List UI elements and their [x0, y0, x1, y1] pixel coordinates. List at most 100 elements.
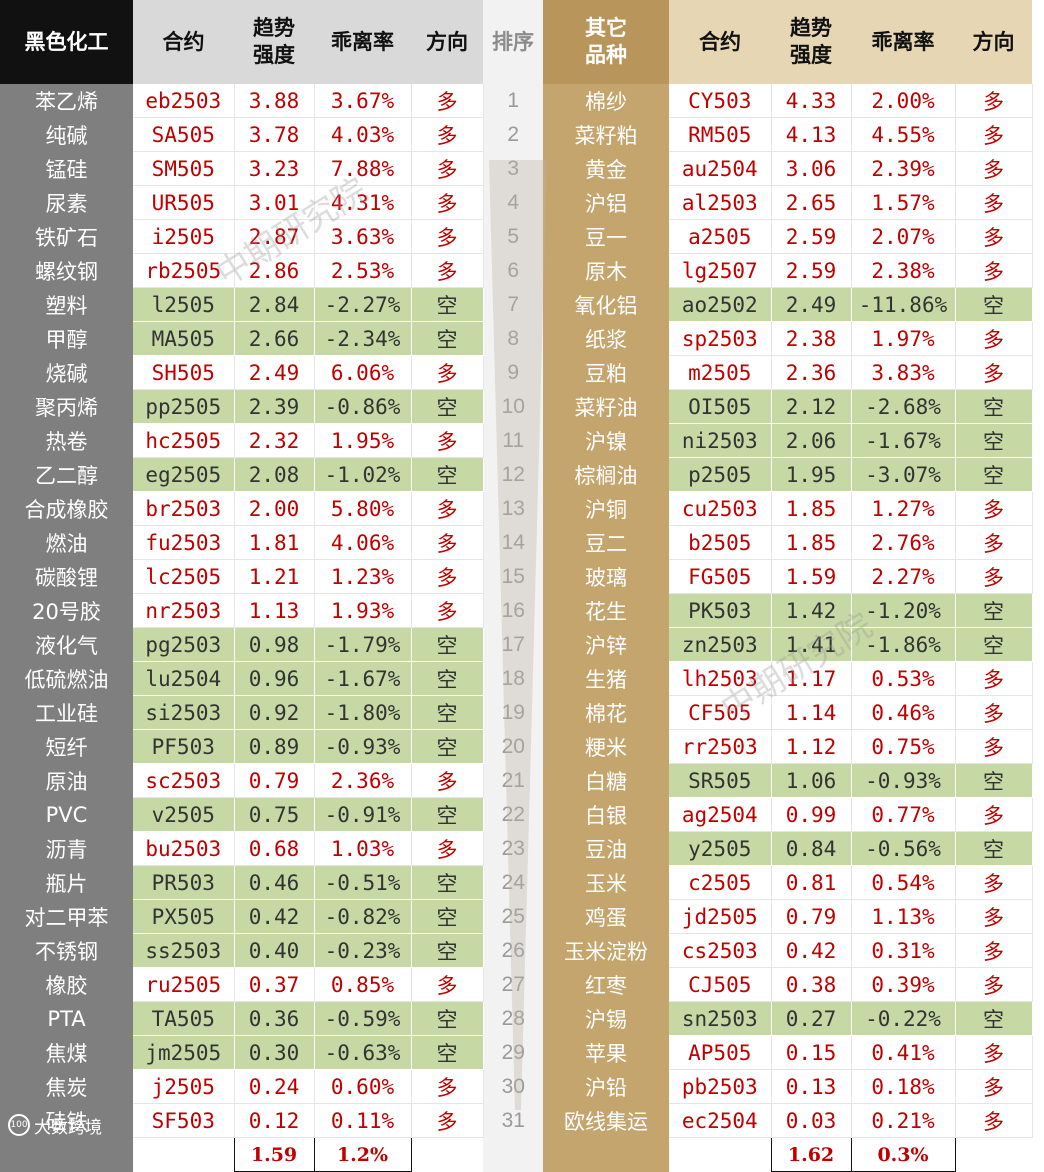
right-trend-strength: 0.03	[771, 1103, 852, 1138]
left-product-name: 沥青	[0, 831, 133, 866]
left-contract-code: nr2503	[133, 593, 235, 628]
right-direction: 多	[955, 151, 1033, 186]
left-direction: 多	[411, 219, 484, 254]
right-trend-strength: 4.33	[771, 84, 852, 118]
right-product-name: 红枣	[543, 967, 669, 1002]
right-trend-strength: 2.12	[771, 389, 852, 424]
left-direction: 多	[411, 763, 484, 798]
rank-number: 21	[483, 763, 543, 798]
left-trend-strength: 0.24	[234, 1069, 315, 1104]
left-deviation-rate: -0.59%	[314, 1001, 412, 1036]
table-row: 短纤 PF503 0.89 -0.93% 空 20 粳米 rr2503 1.12 0.75% 多	[0, 729, 1033, 764]
rank-number: 14	[483, 525, 543, 560]
rank-number: 7	[483, 287, 543, 322]
rank-number: 18	[483, 661, 543, 696]
left-contract-code: j2505	[133, 1069, 235, 1104]
left-direction: 空	[411, 389, 484, 424]
right-product-name: 豆一	[543, 219, 669, 254]
right-direction: 空	[955, 423, 1033, 458]
left-trend-strength: 0.79	[234, 763, 315, 798]
left-contract-code: sc2503	[133, 763, 235, 798]
right-direction: 多	[955, 321, 1033, 356]
right-direction: 多	[955, 355, 1033, 390]
right-product-name: 白糖	[543, 763, 669, 798]
left-deviation-rate: -0.86%	[314, 389, 412, 424]
right-contract-header: 合约	[669, 0, 771, 84]
right-deviation-rate: 0.18%	[851, 1069, 956, 1104]
right-direction: 空	[955, 389, 1033, 424]
left-contract-code: si2503	[133, 695, 235, 730]
right-trend-strength: 0.84	[771, 831, 852, 866]
right-contract-code: p2505	[669, 457, 772, 492]
right-deviation-rate: 1.27%	[851, 491, 956, 526]
right-direction: 多	[955, 117, 1033, 152]
left-deviation-rate: -1.79%	[314, 627, 412, 662]
right-trend-strength: 0.99	[771, 797, 852, 832]
rank-number: 24	[483, 865, 543, 900]
rank-number: 3	[483, 151, 543, 186]
left-trend-strength: 2.87	[234, 219, 315, 254]
right-product-name: 玉米淀粉	[543, 933, 669, 968]
left-product-name: 橡胶	[0, 967, 133, 1002]
left-deviation-rate: 0.85%	[314, 967, 412, 1002]
left-contract-code: lu2504	[133, 661, 235, 696]
right-deviation-rate: 2.00%	[851, 84, 956, 118]
right-contract-code: lg2507	[669, 253, 772, 288]
right-direction: 多	[955, 797, 1033, 832]
left-direction: 多	[411, 117, 484, 152]
left-contract-code: ss2503	[133, 933, 235, 968]
right-deviation-rate: 1.97%	[851, 321, 956, 356]
table-row: 20号胶 nr2503 1.13 1.93% 多 16 花生 PK503 1.42 -1.20% 空	[0, 593, 1033, 628]
left-deviation-rate: 2.53%	[314, 253, 412, 288]
right-product-name: 沪锌	[543, 627, 669, 662]
rank-number: 28	[483, 1001, 543, 1036]
left-product-name: 塑料	[0, 287, 133, 322]
footer-right-blank	[669, 1138, 771, 1172]
left-direction: 空	[411, 933, 484, 968]
right-strength-header: 趋势强度	[771, 0, 851, 84]
rank-number: 5	[483, 219, 543, 254]
right-direction: 多	[955, 695, 1033, 730]
left-product-name: PVC	[0, 797, 133, 832]
table-row: 硅铁 SF503 0.12 0.11% 多 31 欧线集运 ec2504 0.03 0.21% 多	[0, 1103, 1033, 1138]
left-deviation-rate: 4.31%	[314, 185, 412, 220]
table-row: 甲醇 MA505 2.66 -2.34% 空 8 纸浆 sp2503 2.38 1.97% 多	[0, 321, 1033, 356]
right-direction: 多	[955, 1103, 1033, 1138]
left-contract-code: rb2505	[133, 253, 235, 288]
table-row: 锰硅 SM505 3.23 7.88% 多 3 黄金 au2504 3.06 2.39% 多	[0, 151, 1033, 186]
left-direction: 空	[411, 287, 484, 322]
right-contract-code: zn2503	[669, 627, 772, 662]
right-deviation-rate: -2.68%	[851, 389, 956, 424]
right-trend-strength: 1.12	[771, 729, 852, 764]
table-row: 燃油 fu2503 1.81 4.06% 多 14 豆二 b2505 1.85 2.76% 多	[0, 525, 1033, 560]
footer-left-blank	[133, 1138, 234, 1172]
left-trend-strength: 0.36	[234, 1001, 315, 1036]
right-direction: 多	[955, 967, 1033, 1002]
right-contract-code: au2504	[669, 151, 772, 186]
left-contract-code: eb2503	[133, 84, 235, 118]
right-deviation-rate: 0.53%	[851, 661, 956, 696]
right-direction: 多	[955, 185, 1033, 220]
right-contract-code: ec2504	[669, 1103, 772, 1138]
right-trend-strength: 0.27	[771, 1001, 852, 1036]
right-deviation-rate: 2.27%	[851, 559, 956, 594]
right-category-header: 其它品种	[543, 0, 669, 84]
rank-number: 16	[483, 593, 543, 628]
right-deviation-rate: 0.46%	[851, 695, 956, 730]
left-contract-code: pg2503	[133, 627, 235, 662]
left-trend-strength: 3.23	[234, 151, 315, 186]
left-trend-strength: 3.01	[234, 185, 315, 220]
right-trend-strength: 0.38	[771, 967, 852, 1002]
left-product-name: 工业硅	[0, 695, 133, 730]
left-deviation-rate: -0.63%	[314, 1035, 412, 1070]
left-strength-header-text: 趋势强度	[253, 16, 295, 67]
right-product-name: 玻璃	[543, 559, 669, 594]
rank-number: 23	[483, 831, 543, 866]
left-product-name: 铁矿石	[0, 219, 133, 254]
left-trend-strength: 1.13	[234, 593, 315, 628]
rank-number: 20	[483, 729, 543, 764]
left-trend-strength: 0.37	[234, 967, 315, 1002]
right-trend-strength: 2.38	[771, 321, 852, 356]
left-direction: 多	[411, 559, 484, 594]
right-product-name: 沪锡	[543, 1001, 669, 1036]
